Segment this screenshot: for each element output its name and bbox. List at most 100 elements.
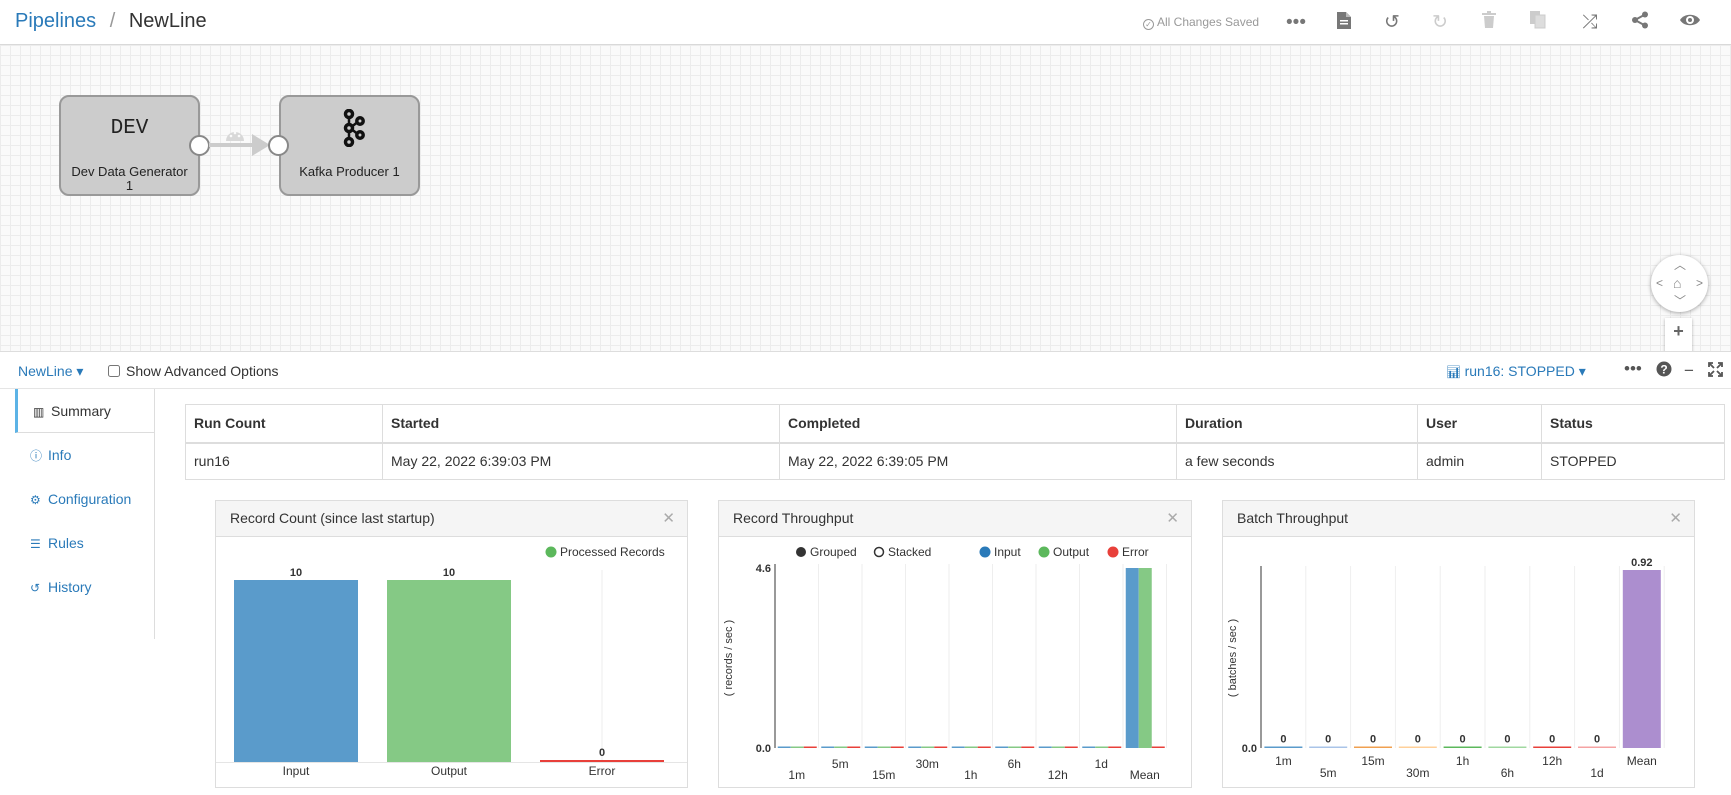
share-icon[interactable] — [1628, 11, 1652, 35]
stage-dev-data-generator[interactable]: DEV Dev Data Generator 1 — [59, 95, 200, 196]
table-cell: a few seconds — [1176, 442, 1418, 480]
pipeline-dropdown[interactable]: NewLine ▾ — [18, 363, 84, 379]
legend-label: Error — [1122, 545, 1149, 559]
y-axis-label: ( batches / sec ) — [1227, 619, 1239, 697]
legend-stacked-radio — [873, 546, 885, 558]
more-options-icon[interactable]: ••• — [1624, 359, 1642, 378]
x-tick-label: 12h — [1048, 768, 1068, 782]
x-tick-label: 1h — [964, 768, 977, 782]
minimize-icon[interactable]: − — [1684, 361, 1694, 380]
pipeline-canvas[interactable]: DEV Dev Data Generator 1 Kafka Producer 1… — [0, 45, 1731, 372]
table-cell: run16 — [185, 442, 383, 480]
run-status-label: run16: STOPPED ▾ — [1464, 363, 1586, 379]
help-icon[interactable]: ? — [1656, 361, 1672, 382]
bar — [847, 746, 861, 748]
record-throughput-chart: Grouped Stacked Input Output Error 4.6 0.0 ( re… — [723, 545, 1167, 782]
zoom-in-icon[interactable]: + — [1673, 321, 1684, 341]
bar — [1578, 746, 1616, 748]
tab-rules[interactable]: ☰ Rules — [15, 521, 154, 565]
x-tick-label: Mean — [1627, 754, 1657, 768]
home-icon[interactable]: ⌂ — [1673, 275, 1682, 291]
expand-icon[interactable] — [1708, 362, 1723, 382]
advanced-options-label: Show Advanced Options — [126, 363, 279, 379]
legend-label: Grouped — [810, 545, 857, 559]
advanced-options-checkbox[interactable] — [108, 365, 120, 377]
output-port[interactable] — [189, 135, 210, 156]
undo-icon[interactable]: ↺ — [1384, 12, 1400, 33]
data-label: 0 — [1415, 734, 1421, 746]
close-icon[interactable]: ✕ — [662, 510, 675, 527]
delete-icon[interactable] — [1477, 11, 1501, 35]
pan-left-icon[interactable]: < — [1656, 276, 1664, 290]
data-label: 0.92 — [1631, 557, 1652, 569]
redo-icon[interactable]: ↻ — [1432, 12, 1448, 33]
x-tick-label: 30m — [916, 757, 939, 771]
tab-configuration[interactable]: ⚙ Configuration — [15, 477, 154, 521]
pan-up-icon[interactable]: ︿ — [1674, 258, 1687, 272]
bar — [540, 760, 664, 762]
bar — [964, 746, 978, 748]
run-history-dropdown[interactable]: 📊︎ run16: STOPPED ▾ — [1446, 363, 1586, 380]
panel-title: Record Throughput — [733, 510, 854, 526]
x-tick-label: 6h — [1501, 766, 1514, 780]
pan-right-icon[interactable]: > — [1696, 276, 1704, 290]
run-summary-table: Run Count Started Completed Duration Use… — [185, 404, 1725, 480]
column-header: Started — [382, 404, 780, 444]
column-header: Run Count — [185, 404, 383, 444]
history-icon: ↺ — [30, 581, 41, 595]
breadcrumb-pipelines-link[interactable]: Pipelines — [15, 10, 97, 32]
table-cell: May 22, 2022 6:39:03 PM — [382, 442, 780, 480]
batch-throughput-panel: Batch Throughput ✕ 0.0 ( batches / sec ) 0 1… — [1222, 500, 1695, 788]
copy-icon[interactable] — [1526, 11, 1550, 35]
stage-kafka-producer[interactable]: Kafka Producer 1 — [279, 95, 420, 196]
input-port[interactable] — [268, 135, 289, 156]
panel-header: Record Throughput ✕ — [719, 501, 1191, 537]
x-tick-label: Mean — [1130, 768, 1160, 782]
data-label: 0 — [1594, 734, 1600, 746]
x-tick-label: 12h — [1542, 754, 1562, 768]
pan-down-icon[interactable]: ﹀ — [1674, 294, 1687, 308]
data-label: 0 — [1370, 734, 1376, 746]
x-tick-label: 15m — [1361, 754, 1384, 768]
more-options-icon[interactable]: ••• — [1286, 12, 1306, 33]
bar — [934, 746, 948, 748]
x-tick-label: Output — [431, 764, 468, 778]
x-tick-label: 5m — [1320, 766, 1337, 780]
data-label: 0 — [599, 747, 605, 759]
eye-icon[interactable] — [1678, 11, 1702, 35]
x-tick-label: 30m — [1406, 766, 1429, 780]
pipeline-title[interactable]: NewLine — [128, 10, 207, 32]
top-header: Pipelines / NewLine ✓ All Changes Saved •… — [0, 0, 1731, 45]
bar — [1095, 746, 1109, 748]
breadcrumb: Pipelines / NewLine — [15, 10, 207, 33]
bar-chart-icon: 📊︎ — [1446, 365, 1465, 379]
bar — [1533, 746, 1572, 748]
pan-control[interactable]: ︿ ﹀ < > ⌂ — [1651, 255, 1708, 312]
bar — [877, 746, 891, 748]
x-tick-label: 1d — [1095, 757, 1108, 771]
bar — [1108, 746, 1122, 748]
data-label: 10 — [443, 567, 455, 579]
tab-info[interactable]: ⓘ Info — [15, 433, 154, 477]
tab-history[interactable]: ↺ History — [15, 565, 154, 609]
bar — [790, 746, 804, 748]
stream-link[interactable] — [209, 143, 261, 147]
batch-throughput-chart: 0.0 ( batches / sec ) 0 1m 0 5m 0 15m 0 30m 0 1h 0 6h… — [1227, 557, 1665, 780]
document-icon[interactable] — [1332, 11, 1356, 35]
record-count-panel: Record Count (since last startup) ✕ Proce… — [215, 500, 688, 788]
save-status: ✓ All Changes Saved — [1143, 15, 1259, 30]
bar — [951, 746, 965, 748]
bar — [387, 580, 511, 762]
detail-toolbar: NewLine ▾ Show Advanced Options 📊︎ run16… — [0, 351, 1731, 389]
close-icon[interactable]: ✕ — [1669, 510, 1682, 527]
tab-summary[interactable]: ▥ Summary — [15, 389, 154, 433]
shuffle-icon[interactable]: ⤮ — [1582, 12, 1598, 33]
legend-label: Output — [1053, 545, 1090, 559]
bar — [908, 746, 922, 748]
panel-title: Batch Throughput — [1237, 510, 1349, 526]
x-tick-label: 1m — [1275, 754, 1292, 768]
y-tick-label: 4.6 — [756, 563, 771, 575]
advanced-options-toggle[interactable]: Show Advanced Options — [108, 363, 279, 379]
close-icon[interactable]: ✕ — [1166, 510, 1179, 527]
dev-stage-icon: DEV — [110, 117, 149, 140]
